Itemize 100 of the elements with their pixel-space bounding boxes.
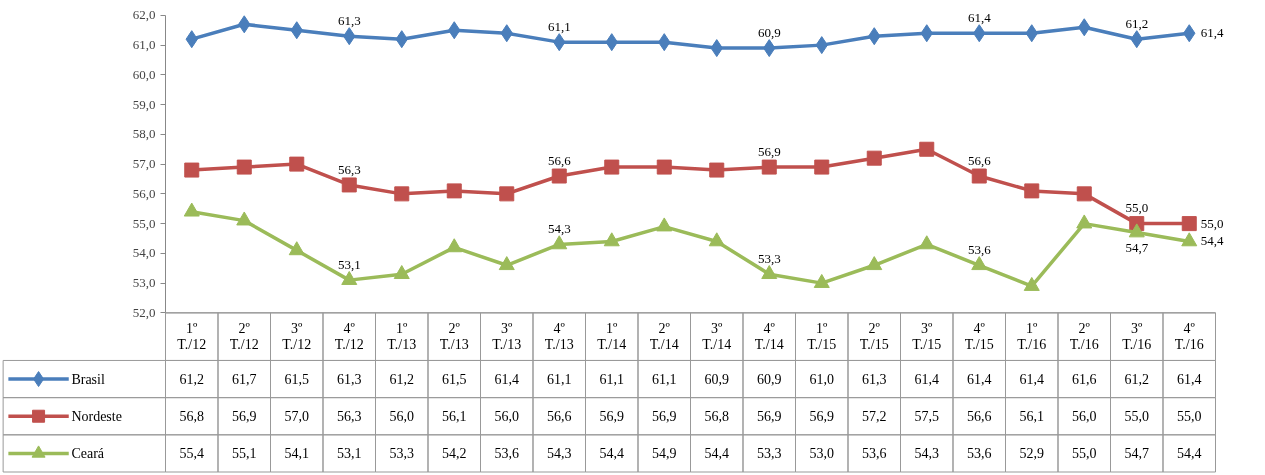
x-tick-label: 3º T./16: [1122, 321, 1152, 353]
point: [866, 150, 882, 166]
point: [1128, 223, 1145, 238]
data-label: 53,3: [389, 446, 414, 462]
data-label: 54,2: [442, 446, 467, 462]
data-label: 53,6: [494, 446, 519, 462]
data-label: 61,5: [284, 372, 309, 388]
point: [761, 159, 777, 175]
data-label: 54,9: [652, 446, 677, 462]
data-label: 61,1: [599, 372, 624, 388]
data-label: 61,2: [179, 372, 204, 388]
point: [288, 241, 305, 256]
data-label: 61,4: [1019, 372, 1044, 388]
point: [709, 162, 725, 178]
data-label: 56,9: [809, 409, 834, 425]
data-label: 56,0: [389, 409, 414, 425]
point: [1181, 232, 1198, 247]
point: [656, 159, 672, 175]
annotation: 54,7: [1125, 240, 1149, 256]
x-tick-label: 2º T./16: [1069, 321, 1099, 353]
y-tick-label: 52,0: [132, 304, 156, 320]
data-label: 61,5: [442, 372, 467, 388]
annotation: 53,1: [337, 256, 361, 272]
point: [1076, 186, 1092, 202]
point: [183, 202, 200, 217]
point: [1024, 183, 1040, 199]
data-label: 57,0: [284, 409, 309, 425]
point: [814, 159, 830, 175]
annotation: 56,9: [757, 143, 781, 159]
point: [446, 183, 462, 199]
x-tick-label: 2º T./12: [229, 321, 259, 353]
legend-label: Nordeste: [71, 408, 122, 424]
point: [866, 256, 883, 271]
point: [603, 232, 620, 247]
x-tick-label: 4º T./13: [544, 321, 574, 353]
data-label: 61,1: [652, 372, 677, 388]
data-label: 56,3: [337, 409, 362, 425]
data-label: 61,7: [232, 372, 257, 388]
data-label: 53,1: [337, 446, 362, 462]
point: [289, 156, 305, 172]
point: [393, 265, 410, 280]
data-label: 60,9: [704, 372, 729, 388]
data-label: 54,3: [547, 446, 572, 462]
y-tick-label: 56,0: [132, 185, 156, 201]
point: [918, 235, 935, 250]
data-label: 53,6: [967, 446, 992, 462]
annotation: 61,4: [1200, 25, 1225, 41]
x-tick-label: 4º T./16: [1174, 321, 1204, 353]
data-label: 56,9: [652, 409, 677, 425]
point: [1181, 216, 1197, 232]
y-tick-label: 57,0: [132, 156, 156, 172]
point: [236, 211, 253, 226]
point: [813, 273, 830, 288]
point: [919, 141, 935, 157]
annotation: 61,2: [1125, 15, 1149, 31]
data-label: 55,0: [1177, 409, 1202, 425]
data-label: 53,6: [862, 446, 887, 462]
point: [551, 168, 567, 184]
data-label: 55,0: [1072, 446, 1097, 462]
y-tick-label: 54,0: [132, 245, 156, 261]
data-label: 61,6: [1072, 372, 1097, 388]
data-label: 54,4: [1177, 446, 1202, 462]
data-label: 53,3: [757, 446, 782, 462]
x-tick-label: 1º T./14: [597, 321, 627, 353]
data-label: 61,3: [862, 372, 887, 388]
annotation: 61,1: [547, 18, 571, 34]
data-label: 54,4: [704, 446, 729, 462]
point: [341, 177, 357, 193]
x-tick-label: 1º T./15: [807, 321, 837, 353]
x-tick-label: 3º T./13: [492, 321, 522, 353]
data-label: 54,1: [284, 446, 309, 462]
legend-label: Brasil: [71, 371, 105, 387]
data-label: 56,9: [599, 409, 624, 425]
data-label: 56,6: [547, 409, 572, 425]
x-tick-label: 1º T./12: [177, 321, 207, 353]
y-tick-label: 61,0: [132, 37, 156, 53]
point: [394, 186, 410, 202]
x-tick-label: 1º T./13: [387, 321, 417, 353]
data-label: 61,4: [1177, 372, 1202, 388]
point: [604, 159, 620, 175]
y-tick-label: 59,0: [132, 96, 156, 112]
annotation: 61,3: [337, 12, 361, 28]
point: [499, 186, 515, 202]
data-label: 54,3: [914, 446, 939, 462]
x-tick-label: 2º T./15: [859, 321, 889, 353]
point: [971, 168, 987, 184]
point: [1076, 214, 1093, 229]
y-tick-label: 60,0: [132, 66, 156, 82]
y-tick-label: 53,0: [132, 275, 156, 291]
point: [341, 270, 358, 285]
legend-label: Ceará: [71, 445, 105, 461]
data-label: 57,2: [862, 409, 887, 425]
annotation: 54,3: [547, 221, 571, 237]
data-label: 61,4: [967, 372, 992, 388]
data-label: 57,5: [914, 409, 939, 425]
data-label: 56,9: [757, 409, 782, 425]
data-label: 55,0: [1124, 409, 1149, 425]
annotation: 53,3: [757, 250, 781, 266]
data-label: 56,1: [1019, 409, 1044, 425]
data-label: 56,9: [232, 409, 257, 425]
